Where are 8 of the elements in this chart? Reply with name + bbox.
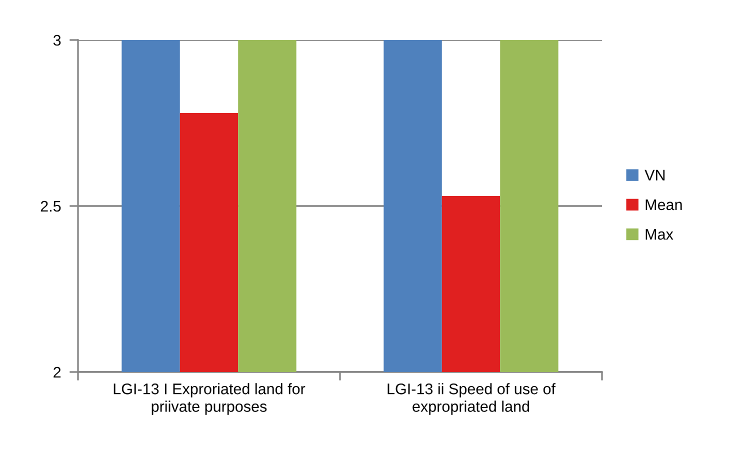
y-tick-label: 3 [53, 34, 61, 46]
legend-label: Mean [646, 199, 682, 210]
y-tick-label: 2 [54, 366, 61, 378]
legend-label: VN [644, 170, 665, 180]
y-tick-label: 2.5 [40, 200, 61, 212]
x-tick-label: LGI-13 I Exproriated land for priivate purposes [114, 383, 306, 415]
x-tick-label: LGI-13 ii Speed of use of expropriated land [388, 383, 556, 415]
legend-label: Max [646, 229, 674, 240]
